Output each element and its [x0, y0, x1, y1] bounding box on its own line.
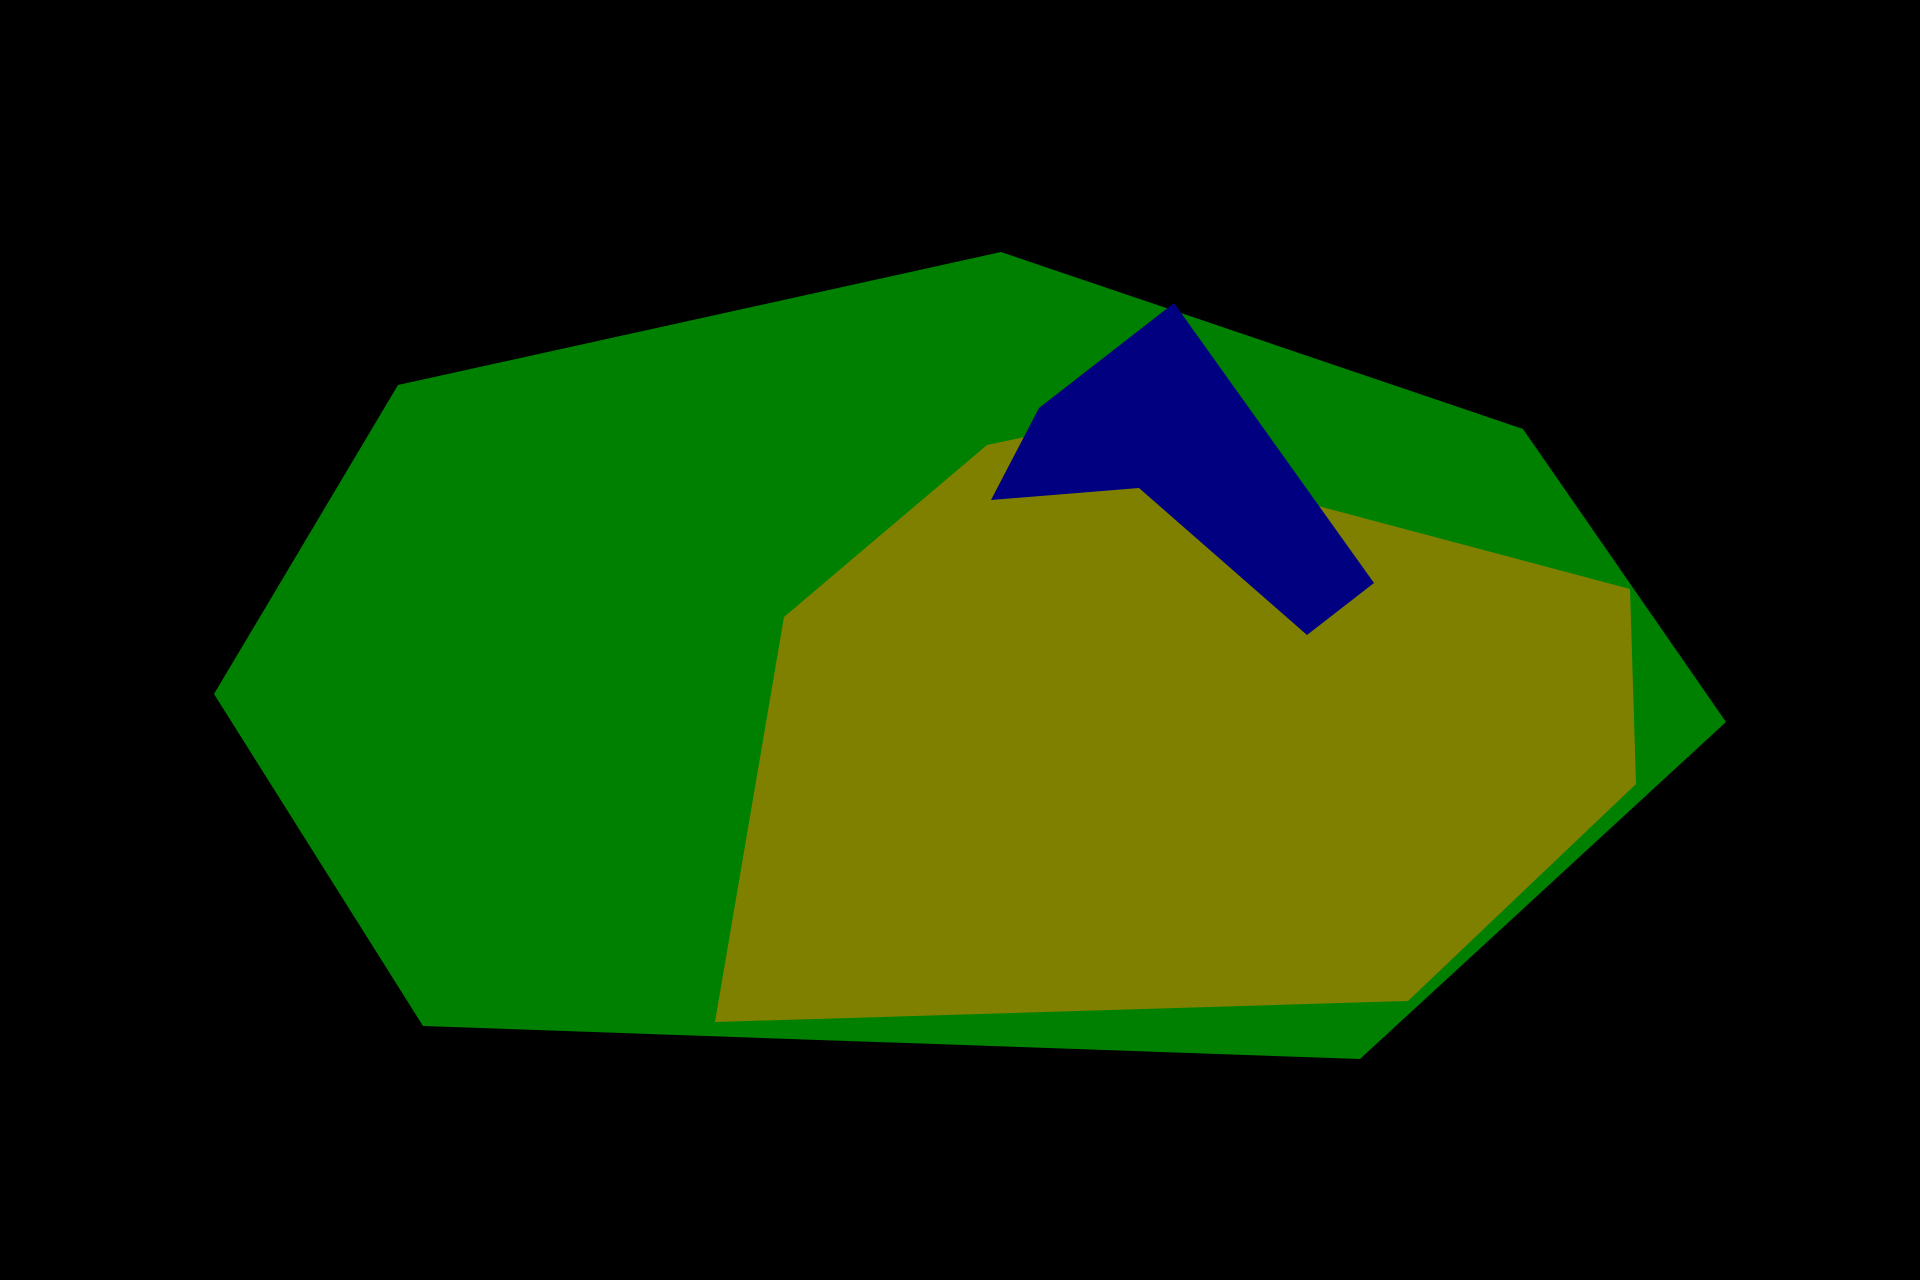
navy-polygon	[991, 303, 1374, 635]
olive-polygon	[715, 433, 1636, 1022]
